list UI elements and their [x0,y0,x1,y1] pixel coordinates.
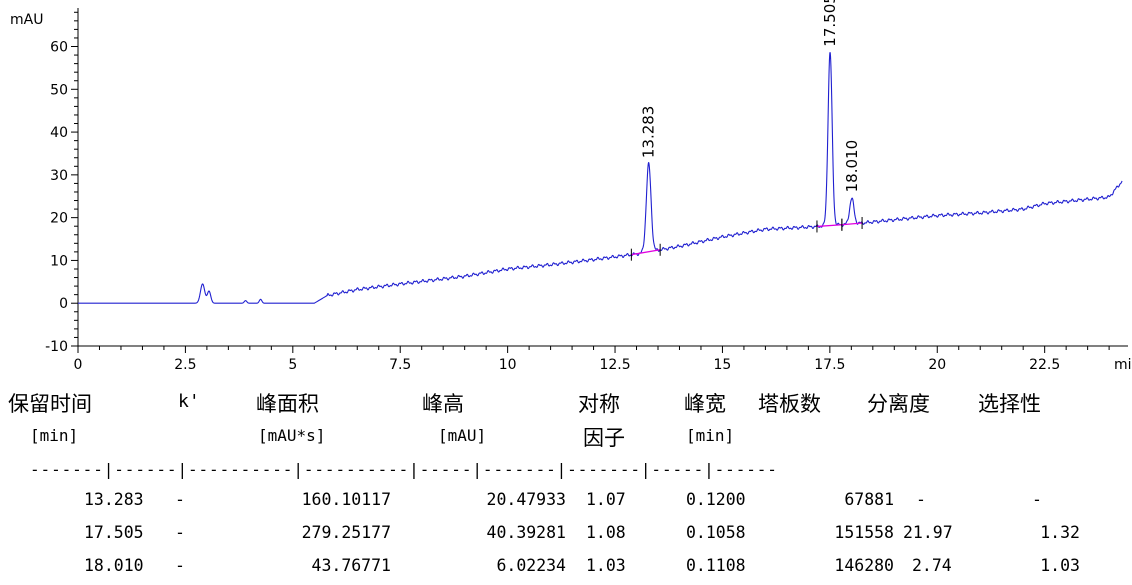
x-tick-label: 10 [499,357,517,373]
peak-retention-label: 18.010 [843,140,861,193]
cell-symmetry: 1.08 [586,523,626,542]
y-tick-label: 10 [50,253,68,269]
table-row: 17.505 - 279.25177 40.39281 1.08 0.1058 … [0,523,1132,549]
cell-symmetry: 1.07 [586,490,626,509]
peak-retention-label: 13.283 [640,106,658,159]
y-tick-label: 40 [50,125,68,141]
table-separator: -------|------|----------|----------|---… [30,460,778,479]
unit-peak-height: [mAU] [438,426,487,445]
y-tick-label: 20 [50,211,68,227]
cell-symmetry: 1.03 [586,556,626,575]
y-tick-label: 0 [59,296,68,312]
y-tick-label: 30 [50,168,68,184]
unit-retention-time: [min] [30,426,79,445]
cell-area: 160.10117 [301,490,391,509]
header-retention-time: 保留时间 [8,392,92,416]
table-row: 18.010 - 43.76771 6.02234 1.03 0.1108 14… [0,556,1132,582]
cell-area: 43.76771 [311,556,391,575]
cell-height: 40.39281 [486,523,566,542]
y-tick-label: 60 [50,40,68,56]
header-plates: 塔板数 [758,392,821,416]
x-axis-label: min [1114,357,1132,373]
integration-baseline [816,224,842,228]
table-row: 13.283 - 160.10117 20.47933 1.07 0.1200 … [0,490,1132,516]
chromatogram-chart: -10 0 10 20 30 40 50 60 mAU 0 2.5 5 7.5 10 12.5 15 17.5 2… [10,0,1132,373]
cell-width: 0.1108 [686,556,746,575]
x-tick-label: 2.5 [174,357,196,373]
x-tick-label: 20 [928,357,946,373]
header-peak-width: 峰宽 [684,392,726,416]
cell-height: 20.47933 [486,490,566,509]
cell-resolution: 21.97 [903,523,953,542]
x-tick-label: 5 [288,357,297,373]
y-tick-label: 50 [50,82,68,98]
header-resolution: 分离度 [867,392,930,416]
x-tick-label: 17.5 [814,357,845,373]
y-axis-label: mAU [10,12,43,28]
integration-baseline [841,222,863,226]
cell-rt: 13.283 [84,490,144,509]
x-tick-label: 22.5 [1029,357,1060,373]
unit-peak-area: [mAU*s] [258,426,326,445]
cell-height: 6.02234 [496,556,566,575]
cell-resolution: - [916,490,926,509]
unit-symmetry-factor: 因子 [583,426,625,450]
cell-plates: 67881 [844,490,894,509]
header-peak-area: 峰面积 [256,392,319,416]
header-k-prime: k' [178,391,200,412]
header-symmetry: 对称 [578,392,620,416]
cell-k: - [175,490,185,509]
cell-k: - [175,523,185,542]
header-peak-height: 峰高 [422,392,464,416]
chart-plot-area [78,52,1123,304]
cell-area: 279.25177 [301,523,391,542]
x-tick-label: 7.5 [389,357,411,373]
cell-plates: 146280 [834,556,894,575]
cell-width: 0.1200 [686,490,746,509]
cell-resolution: 2.74 [912,556,952,575]
y-tick-label: -10 [45,339,68,355]
x-tick-label: 12.5 [599,357,630,373]
chromatogram-trace [78,52,1123,304]
integration-baseline [631,249,661,256]
unit-peak-width: [min] [686,426,735,445]
peak-retention-label: 17.505 [821,0,839,47]
peak-report-table: 保留时间 k' 峰面积 峰高 对称 峰宽 塔板数 分离度 选择性 [min] [… [0,382,1132,585]
cell-selectivity: - [1032,490,1042,509]
cell-width: 0.1058 [686,523,746,542]
cell-selectivity: 1.03 [1040,556,1080,575]
cell-plates: 151558 [834,523,894,542]
x-tick-label: 0 [74,357,83,373]
chart-peak-labels: 13.283 17.505 18.010 [640,0,861,192]
cell-rt: 18.010 [84,556,144,575]
cell-k: - [175,556,185,575]
header-selectivity: 选择性 [978,392,1041,416]
cell-selectivity: 1.32 [1040,523,1080,542]
chart-axes: -10 0 10 20 30 40 50 60 mAU 0 2.5 5 7.5 10 12.5 15 17.5 2… [10,8,1132,373]
x-tick-label: 15 [714,357,732,373]
cell-rt: 17.505 [84,523,144,542]
